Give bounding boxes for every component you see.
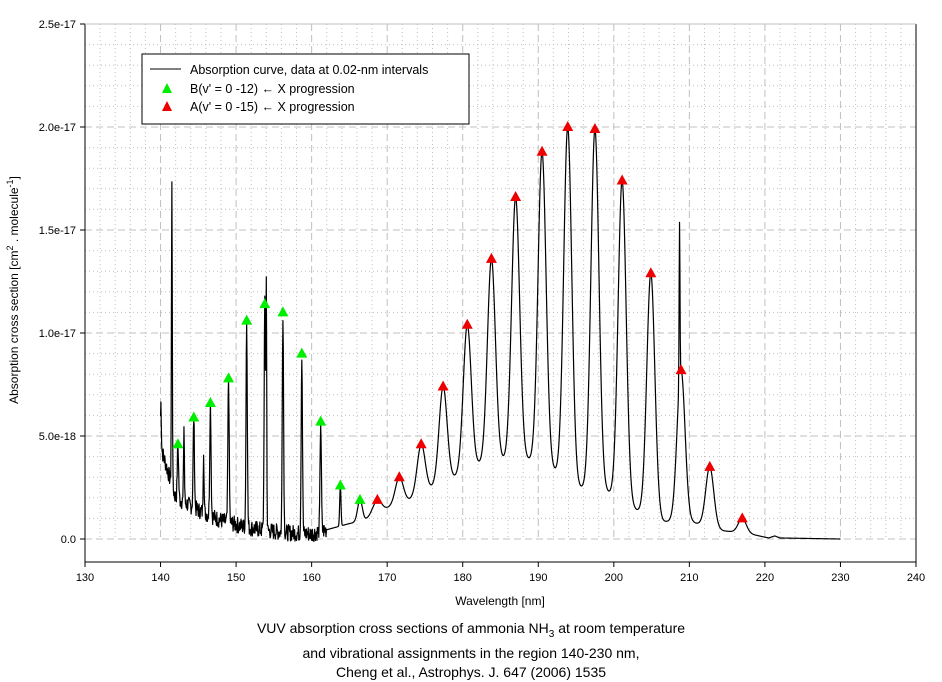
b-progression-marker	[188, 411, 200, 422]
b-progression-marker	[334, 479, 346, 490]
y-tick-label: 2.0e-17	[39, 122, 76, 134]
caption-line-3: Cheng et al., Astrophys. J. 647 (2006) 1…	[335, 663, 607, 680]
legend-red-triangle-icon	[162, 101, 172, 111]
a-progression-marker	[704, 460, 716, 471]
b-progression-marker	[204, 397, 216, 408]
legend-label-b-progression: B(v' = 0 -12) ← X progression	[190, 82, 355, 96]
b-progression-marker	[223, 372, 235, 383]
x-tick-label: 240	[907, 572, 925, 584]
a-progression-marker	[437, 380, 449, 391]
x-axis-title: Wavelength [nm]	[455, 594, 545, 608]
x-tick-label: 190	[529, 572, 547, 584]
legend-label-a-progression: A(v' = 0 -15) ← X progression	[190, 100, 355, 114]
absorption-curve-layer	[159, 126, 841, 543]
b-progression-marker	[315, 415, 327, 426]
y-tick-labels: 0.0 5.0e-18 1.0e-17 1.5e-17 2.0e-17 2.5e-17	[39, 19, 76, 546]
a-progression-marker	[536, 145, 548, 156]
legend-green-triangle-icon	[162, 83, 172, 93]
b-progression-marker	[172, 438, 184, 449]
marker-layer	[172, 121, 748, 523]
a-progression-marker	[510, 191, 522, 202]
absorption-curve	[159, 126, 841, 543]
y-tick-label: 1.0e-17	[39, 328, 76, 340]
x-tick-label: 180	[454, 572, 472, 584]
b-progression-marker	[259, 298, 271, 309]
a-progression-marker	[371, 493, 383, 504]
x-tick-label: 220	[756, 572, 774, 584]
a-progression-marker	[645, 267, 657, 278]
a-progression-marker	[736, 512, 748, 523]
axes	[80, 23, 917, 567]
b-progression-marker	[277, 306, 289, 317]
y-tick-label: 0.0	[61, 534, 76, 546]
y-tick-label: 5.0e-18	[39, 431, 76, 443]
x-tick-labels: 130 140 150 160 170 180 190 200 210 220 230 240	[76, 572, 925, 584]
legend: Absorption curve, data at 0.02-nm interv…	[141, 53, 470, 125]
a-progression-marker	[415, 438, 427, 449]
y-tick-label: 1.5e-17	[39, 225, 76, 237]
x-tick-label: 210	[680, 572, 698, 584]
x-tick-label: 170	[378, 572, 396, 584]
y-tick-label: 2.5e-17	[39, 19, 76, 31]
a-progression-marker	[393, 471, 405, 482]
b-progression-marker	[241, 314, 253, 325]
a-progression-marker	[589, 123, 601, 134]
x-tick-label: 140	[151, 572, 169, 584]
a-progression-marker	[675, 364, 687, 375]
y-axis-title: Absorption cross section [cm2 . molecule…	[5, 176, 21, 404]
legend-box	[141, 53, 470, 125]
figure-caption: VUV absorption cross sections of ammonia…	[0, 619, 942, 682]
b-progression-marker	[296, 347, 308, 358]
a-progression-marker	[616, 174, 628, 185]
legend-label-absorption: Absorption curve, data at 0.02-nm interv…	[190, 63, 428, 77]
b-progression-marker	[354, 493, 366, 504]
caption-line-2: and vibrational assignments in the regio…	[302, 644, 640, 661]
a-progression-marker	[562, 121, 574, 131]
caption-line-1: VUV absorption cross sections of ammonia…	[256, 620, 686, 640]
chart: 130 140 150 160 170 180 190 200 210 220 230 240 0.0…	[5, 19, 925, 608]
x-tick-label: 230	[831, 572, 849, 584]
x-tick-label: 160	[302, 572, 320, 584]
x-tick-label: 150	[227, 572, 245, 584]
a-progression-marker	[485, 252, 497, 263]
x-tick-label: 200	[605, 572, 623, 584]
a-progression-marker	[461, 318, 473, 329]
x-tick-label: 130	[76, 572, 94, 584]
